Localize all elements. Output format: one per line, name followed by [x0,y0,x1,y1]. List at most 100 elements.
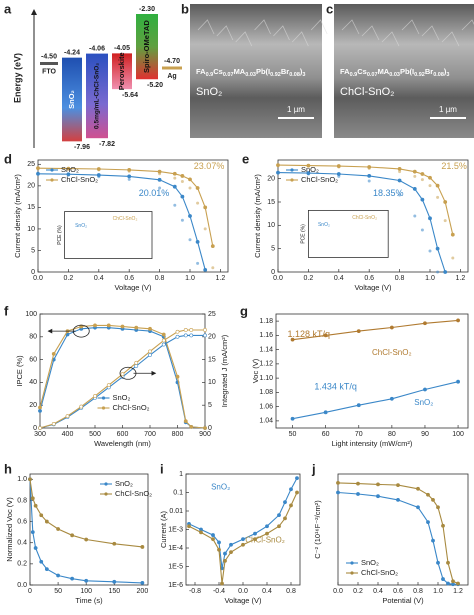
data-point [127,174,132,179]
series-line [277,172,446,273]
data-point [38,408,42,413]
y-tick-label: 5 [271,246,275,253]
scale-label: 1 µm [287,105,305,114]
data-point [112,541,117,546]
data-point [416,505,420,510]
inset-category: SnO₂ [318,222,330,228]
formula-part: 0.07 [223,72,234,78]
forward-point [127,177,131,181]
data-point [277,524,281,529]
forward-point [367,166,371,170]
y-tick-label: 1.10 [259,375,273,382]
forward-point [276,164,280,168]
y-tick-label: 1.08 [259,389,273,396]
data-point [450,232,455,237]
y2-tick-label: 5 [208,402,212,409]
data-point [140,545,145,549]
data-point [283,516,287,521]
x-tick-label: 150 [108,588,120,595]
band-bottom-label: -7.96 [74,144,90,151]
plot-frame [185,473,301,586]
inset-category: ChCl-SnO₂ [113,216,138,222]
data-point [431,497,435,502]
data-point [188,177,192,182]
data-point [65,414,70,419]
x-tick-label: 0.0 [273,275,283,282]
data-point [106,383,111,388]
data-point [396,483,400,488]
data-point [265,524,269,529]
y-tick-label: 0.1 [173,489,183,496]
y-tick-label: 0 [33,425,37,432]
legend-marker [290,168,294,172]
data-point [56,527,60,531]
formula-part: Br [281,67,289,76]
x-tick-label: 100 [452,431,464,438]
annotation: 18.35% [373,188,404,198]
x-tick-label: 1.2 [216,275,226,282]
legend-label: ChCl-SnO₂ [115,489,152,498]
data-point [39,559,44,564]
data-point [120,324,125,329]
data-point [389,325,394,330]
formula-part: 0.92 [414,72,425,78]
sem-texture [254,19,271,35]
formula-part: 0.08 [433,72,444,78]
data-point [446,560,450,565]
data-point [241,537,245,542]
x-axis-label: Light intensity (mW/cm²) [332,439,413,448]
electrode-value: -4.50 [41,53,57,60]
data-point [211,533,215,537]
y2-tick-label: 0 [208,425,212,432]
forward-point [211,266,215,270]
plot-frame [275,313,469,429]
sem-layer: ChCl-SnO₂ [340,86,394,98]
data-point [112,579,117,584]
formula-part: MA [234,67,246,76]
y-tick-label: 1.04 [259,418,273,425]
data-point [106,323,111,328]
series-line [29,479,143,584]
x-axis-label: Potential (V) [382,596,424,605]
forward-point [436,195,440,199]
y-tick-label: 0 [271,269,275,276]
data-point [397,178,402,183]
data-point [93,394,97,398]
y-tick-label: 1E-3 [168,526,183,533]
data-point [416,486,420,491]
data-point [172,171,177,176]
legend-label: SnO₂ [61,165,79,174]
data-point [223,551,227,556]
forward-point [443,219,447,223]
legend-label: ChCl-SnO₂ [61,175,98,184]
data-point [428,216,432,221]
data-point [435,183,440,188]
scale-label: 1 µm [439,105,457,114]
plot-frame [337,473,469,586]
data-point [161,332,166,337]
forward-point [36,167,40,171]
legend-marker [101,406,106,410]
y2-tick-label: 10 [208,379,216,386]
formula-part: Pb(I [400,67,414,76]
electrode-name: FTO [42,68,56,75]
forward-point [180,180,184,184]
series-line [37,173,206,270]
data-point [183,419,188,424]
y-tick-label: 0.2 [17,561,27,568]
data-point [175,374,180,379]
data-point [28,477,32,482]
forward-point [180,218,184,222]
annotation: 21.5% [441,161,467,171]
sem-formula: FA0.9Cs0.07MA0.03Pb(I0.92Br0.08)3 [340,67,449,78]
data-point [56,573,60,578]
data-point [423,387,427,392]
inset-frame [64,211,153,259]
forward-point [173,176,177,180]
plot-frame [29,473,149,586]
data-point [253,537,257,542]
annotation: 20.01% [139,188,170,198]
x-tick-label: 0.8 [413,588,423,595]
x-tick-label: 1.2 [453,588,463,595]
data-point [229,550,233,555]
